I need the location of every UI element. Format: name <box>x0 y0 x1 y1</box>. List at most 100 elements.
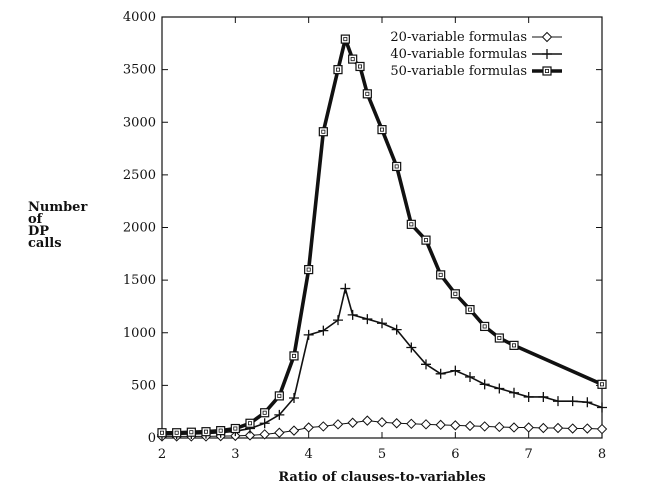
data-point <box>567 396 578 407</box>
data-point <box>538 422 549 434</box>
data-point-inner <box>174 430 179 435</box>
axes: 2 3 4 5 6 7 8 0 500 1000 1500 2000 2500 3000 3500 4000 <box>123 10 606 462</box>
data-point <box>377 125 387 135</box>
data-point-inner <box>379 127 384 132</box>
data-point <box>376 417 388 428</box>
data-point <box>304 265 314 275</box>
series-plus <box>157 283 607 440</box>
y-tick-label: 1500 <box>123 273 156 288</box>
data-point <box>552 422 564 434</box>
data-point <box>597 379 607 389</box>
y-tick-label: 2500 <box>123 168 156 183</box>
data-point <box>406 342 417 353</box>
data-point-inner <box>497 336 502 341</box>
legend-label: 20-variable formulas <box>390 30 527 45</box>
y-tick-label: 3000 <box>123 115 156 130</box>
data-point <box>435 419 446 431</box>
data-point <box>230 423 240 434</box>
series-square <box>157 34 607 438</box>
x-tick-label: 5 <box>378 447 386 462</box>
y-axis-label-line: Number <box>28 200 87 215</box>
legend: 20-variable formulas 40-variable formulas… <box>390 30 562 79</box>
data-point <box>538 391 549 402</box>
data-point <box>391 324 402 335</box>
legend-marker-inner <box>545 69 550 74</box>
data-point <box>303 422 314 433</box>
y-axis-label-line: of <box>28 212 44 227</box>
data-point-inner <box>357 64 362 69</box>
data-point <box>362 89 372 99</box>
legend-marker <box>542 66 552 76</box>
data-point-inner <box>409 222 414 227</box>
data-point-inner <box>233 426 238 431</box>
data-point <box>450 420 461 431</box>
y-tick-label: 1000 <box>123 326 156 341</box>
data-point-inner <box>262 410 267 415</box>
data-point <box>508 422 520 433</box>
data-point <box>274 409 285 420</box>
series-line <box>162 37 603 435</box>
data-point <box>597 402 607 413</box>
data-point <box>355 61 365 72</box>
data-point <box>318 421 329 432</box>
x-tick-label: 8 <box>598 447 606 462</box>
legend-marker <box>542 49 552 59</box>
data-point <box>274 427 285 438</box>
data-point-inner <box>365 91 370 96</box>
data-point-inner <box>189 430 194 435</box>
data-point <box>391 418 402 429</box>
y-tick-label: 500 <box>131 378 156 393</box>
data-point <box>333 315 343 326</box>
data-point-inner <box>600 382 605 387</box>
data-point <box>340 283 351 294</box>
data-point <box>288 425 300 436</box>
axis-labels: Ratio of clauses-to-variables Number of DP c… <box>28 200 486 485</box>
x-tick-label: 4 <box>305 447 313 462</box>
data-point <box>523 391 534 402</box>
data-point <box>274 391 284 401</box>
data-point-inner <box>350 57 355 62</box>
data-point <box>201 427 211 437</box>
data-point-inner <box>247 421 252 426</box>
data-point-inner <box>321 129 326 134</box>
data-point <box>259 418 270 429</box>
data-point <box>494 333 504 343</box>
data-point <box>464 420 476 432</box>
data-point <box>332 419 344 430</box>
data-point-inner <box>306 267 311 272</box>
data-point <box>465 304 475 315</box>
data-point <box>348 54 358 64</box>
data-point <box>318 325 329 336</box>
data-point-inner <box>277 393 282 398</box>
data-point-inner <box>512 343 517 348</box>
data-point <box>567 423 578 434</box>
data-point <box>421 359 431 370</box>
data-point <box>582 397 593 408</box>
data-point <box>216 426 226 436</box>
data-point <box>172 428 182 438</box>
plot-border <box>161 16 603 439</box>
data-point <box>289 393 299 404</box>
data-point <box>260 408 270 418</box>
data-point <box>318 127 328 137</box>
data-point <box>362 314 373 325</box>
data-point <box>509 387 519 398</box>
data-point-inner <box>423 238 428 243</box>
series-line <box>161 287 603 436</box>
legend-marker <box>541 31 553 43</box>
data-point <box>479 379 490 390</box>
data-point <box>596 423 608 435</box>
data-point-inner <box>394 164 399 169</box>
x-tick-label: 7 <box>525 447 533 462</box>
data-point <box>347 309 358 320</box>
plot-frame <box>161 16 603 439</box>
data-point-inner <box>218 428 223 433</box>
data-point-inner <box>343 37 348 42</box>
x-tick-label: 3 <box>231 447 239 462</box>
data-point <box>582 423 593 434</box>
data-point <box>259 429 270 440</box>
data-point <box>406 219 416 229</box>
data-point-inner <box>453 291 458 296</box>
data-point <box>553 396 563 407</box>
data-point <box>289 351 299 361</box>
